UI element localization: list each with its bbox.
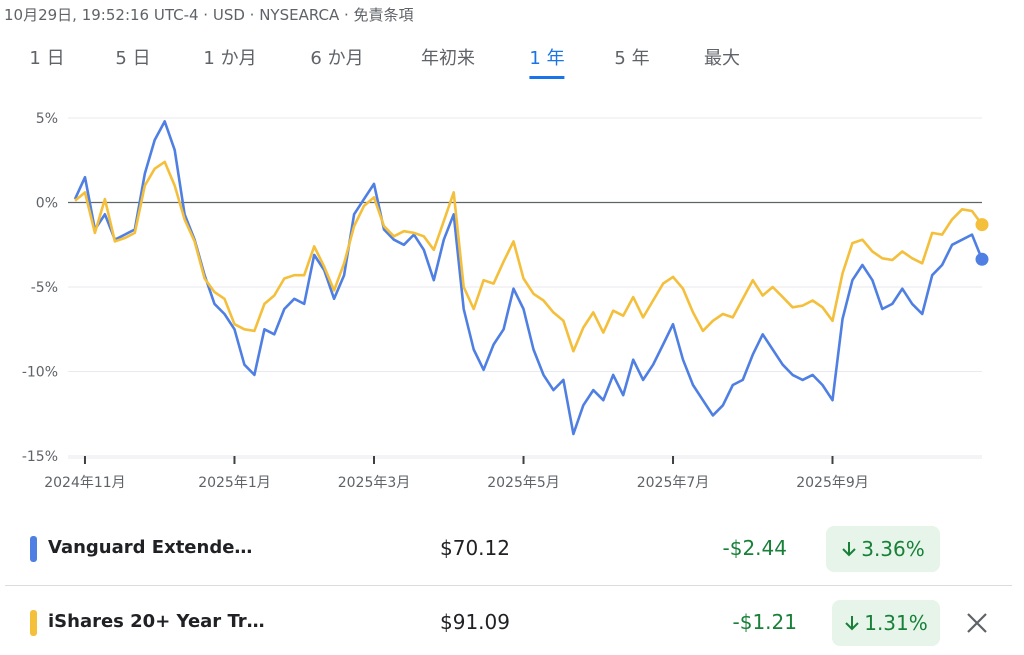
x-tick-label: 2025年9月 [796, 475, 869, 491]
end-dot [975, 252, 989, 266]
holding-price: $91.09 [440, 610, 510, 634]
series-swatch [30, 536, 37, 562]
series-line [73, 120, 984, 436]
holding-change: -$1.21 [732, 610, 797, 634]
y-tick-label: -15% [22, 449, 58, 465]
range-tab[interactable]: 5 年 [614, 48, 650, 69]
y-tick-label: 0% [36, 196, 58, 212]
status-line: 10月29日, 19:52:16 UTC-4 · USD · NYSEARCA … [4, 6, 414, 24]
y-tick-label: 5% [36, 111, 58, 127]
change-pill: 1.31% [832, 600, 940, 646]
holding-change: -$2.44 [722, 536, 787, 560]
holding-name: Vanguard Extende… [48, 537, 253, 558]
x-tick-label: 2025年5月 [487, 475, 560, 491]
holding-price: $70.12 [440, 536, 510, 560]
series-line [74, 160, 984, 353]
y-tick-label: -5% [31, 280, 58, 296]
holding-row[interactable]: Vanguard Extende… $70.12 -$2.44 3.36% [0, 519, 1024, 579]
down-arrow [845, 616, 859, 631]
x-tick-label: 2025年7月 [637, 475, 710, 491]
range-tab[interactable]: 最大 [704, 48, 740, 69]
divider [5, 585, 1012, 586]
x-tick-label: 2024年11月 [44, 475, 125, 491]
change-pill: 3.36% [826, 526, 940, 572]
holding-row[interactable]: iShares 20+ Year Tr… $91.09 -$1.21 1.31% [0, 593, 1024, 653]
range-tab[interactable]: 5 日 [115, 48, 151, 69]
y-tick-label: -10% [22, 365, 58, 381]
x-tick-label: 2025年3月 [338, 475, 411, 491]
down-arrow [842, 542, 856, 557]
range-tab[interactable]: 1 か月 [203, 48, 257, 69]
end-dot [975, 218, 989, 232]
change-percent: 1.31% [864, 611, 928, 635]
range-tab[interactable]: 1 日 [29, 48, 65, 69]
chart: 5% 0% -5% -10% -15% 2024年11月 2025年1月 2025年3月 202… [22, 111, 989, 491]
range-tab[interactable]: 6 か月 [310, 48, 364, 69]
range-tab[interactable]: 1 年 [529, 44, 565, 79]
remove-button[interactable] [966, 612, 988, 634]
range-tab[interactable]: 年初来 [421, 48, 475, 69]
series-swatch [30, 610, 37, 636]
change-percent: 3.36% [861, 537, 925, 561]
holding-name: iShares 20+ Year Tr… [48, 611, 265, 632]
x-tick-label: 2025年1月 [198, 475, 271, 491]
